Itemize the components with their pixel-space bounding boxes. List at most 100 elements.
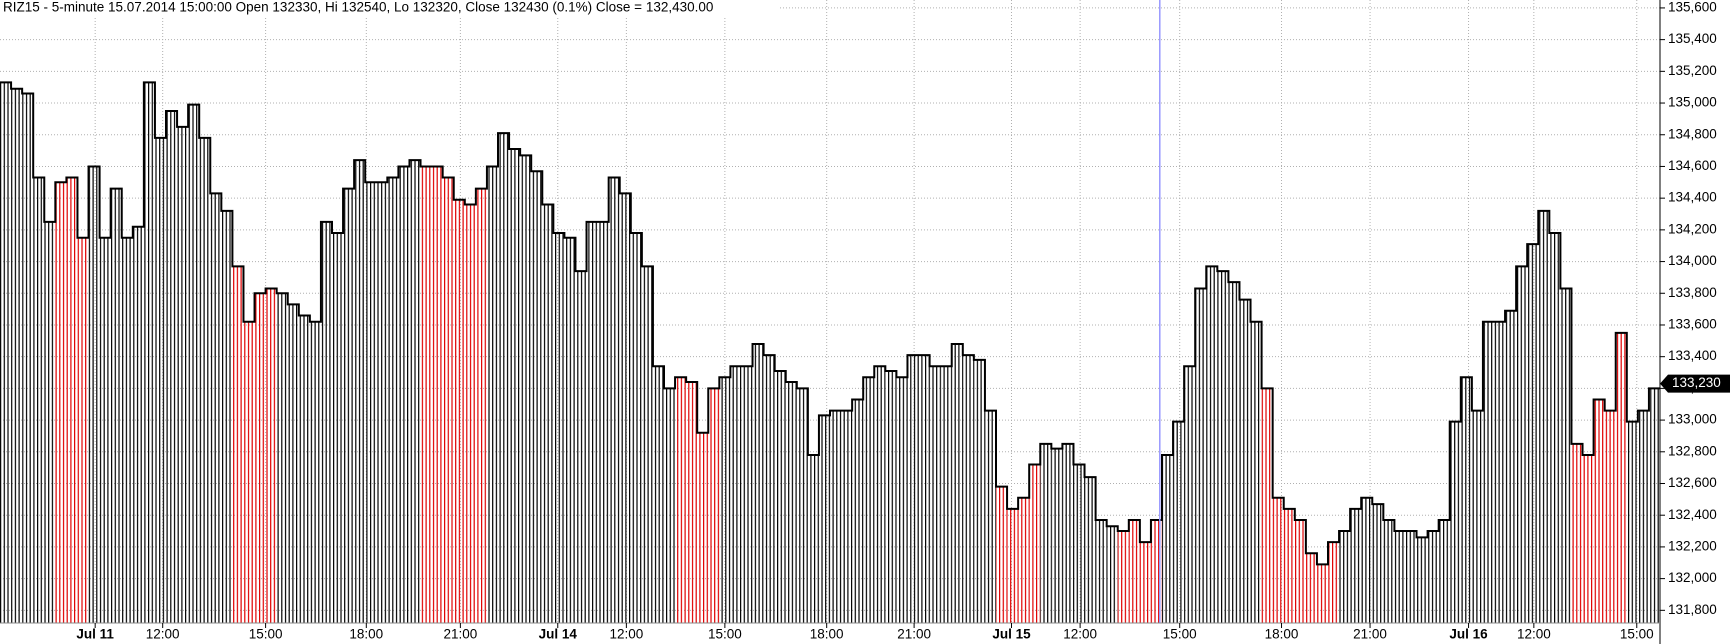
bar <box>520 155 532 623</box>
bar <box>210 193 222 624</box>
x-tick-label: 15:00 <box>1620 627 1654 642</box>
bar <box>132 226 144 623</box>
bar <box>553 233 565 624</box>
y-tick-label: 134,400 <box>1668 190 1717 205</box>
y-tick-label: 135,400 <box>1668 31 1717 46</box>
y-tick-label: 135,200 <box>1668 63 1717 78</box>
bar <box>1173 421 1185 623</box>
bar <box>1150 519 1162 623</box>
bar <box>730 366 742 623</box>
bar <box>1604 410 1616 623</box>
x-tick-label: 12:00 <box>609 627 643 642</box>
bar <box>121 237 133 623</box>
bar <box>1538 210 1550 623</box>
bar <box>1460 377 1472 623</box>
bar <box>188 104 200 623</box>
last-price-label: 133,230 <box>1672 375 1721 390</box>
bar <box>1261 388 1273 623</box>
bar <box>1471 410 1483 623</box>
bar <box>1018 497 1030 623</box>
bar <box>1117 531 1129 623</box>
x-tick-label: 18:00 <box>349 627 383 642</box>
bar <box>697 432 709 623</box>
bar <box>1505 310 1517 623</box>
bar <box>1361 497 1373 623</box>
bar <box>354 160 366 623</box>
y-tick-label: 134,600 <box>1668 158 1717 173</box>
bar <box>243 321 255 623</box>
bar <box>332 233 344 624</box>
bar <box>343 188 355 623</box>
bar <box>1350 508 1362 623</box>
bar <box>984 410 996 623</box>
bar <box>464 204 476 623</box>
bar <box>1250 321 1262 623</box>
y-tick-label: 131,800 <box>1668 602 1717 617</box>
bar <box>1073 464 1085 623</box>
bar <box>11 88 23 623</box>
bar <box>1593 399 1605 623</box>
bar <box>1527 244 1539 623</box>
x-tick-label: 15:00 <box>708 627 742 642</box>
bar <box>1294 519 1306 623</box>
bar <box>818 415 830 623</box>
bar <box>763 355 775 623</box>
last-price-box <box>1660 374 1730 393</box>
bar <box>1372 504 1384 623</box>
bar <box>199 137 211 624</box>
bar <box>22 93 34 624</box>
bar <box>99 237 111 623</box>
bar <box>154 137 166 624</box>
x-tick-label: 21:00 <box>897 627 931 642</box>
bar <box>1571 443 1583 623</box>
bar <box>1139 542 1151 623</box>
bar <box>309 321 321 623</box>
bar <box>1316 564 1328 623</box>
bar <box>564 237 576 623</box>
bar <box>1427 531 1439 623</box>
bar <box>1482 321 1494 623</box>
bar <box>1305 553 1317 623</box>
y-tick-label: 132,800 <box>1668 443 1717 458</box>
bar <box>1184 366 1196 623</box>
x-tick-label: Jul 16 <box>1449 627 1488 642</box>
bar <box>1040 443 1052 623</box>
bar <box>1449 421 1461 623</box>
bar <box>33 177 45 624</box>
bar <box>376 182 388 623</box>
bar <box>1648 388 1660 623</box>
x-tick-label: 12:00 <box>1063 627 1097 642</box>
bar <box>741 366 753 623</box>
bar <box>708 388 720 623</box>
x-tick-label: 18:00 <box>810 627 844 642</box>
bar <box>1106 526 1118 623</box>
bar <box>1516 266 1528 623</box>
bar <box>807 454 819 623</box>
bar <box>1582 454 1594 623</box>
bar <box>675 377 687 623</box>
bar <box>608 177 620 624</box>
bar <box>1062 443 1074 623</box>
y-tick-label: 132,400 <box>1668 507 1717 522</box>
bar <box>453 199 465 623</box>
bar <box>1549 233 1561 624</box>
bar <box>44 221 56 623</box>
bar <box>1637 410 1649 623</box>
bar <box>1383 519 1395 623</box>
bar <box>1272 497 1284 623</box>
bar <box>664 388 676 623</box>
bar <box>1162 454 1174 623</box>
bar <box>830 410 842 623</box>
x-tick-label: 12:00 <box>146 627 180 642</box>
bar <box>929 366 941 623</box>
bar <box>298 315 310 623</box>
bar <box>1328 542 1340 623</box>
bar <box>874 366 886 623</box>
bar <box>1626 421 1638 623</box>
bar <box>652 366 664 623</box>
bar <box>1051 448 1063 623</box>
bar <box>586 221 598 623</box>
bar <box>542 204 554 623</box>
y-tick-label: 133,600 <box>1668 317 1717 332</box>
bar <box>486 166 498 623</box>
